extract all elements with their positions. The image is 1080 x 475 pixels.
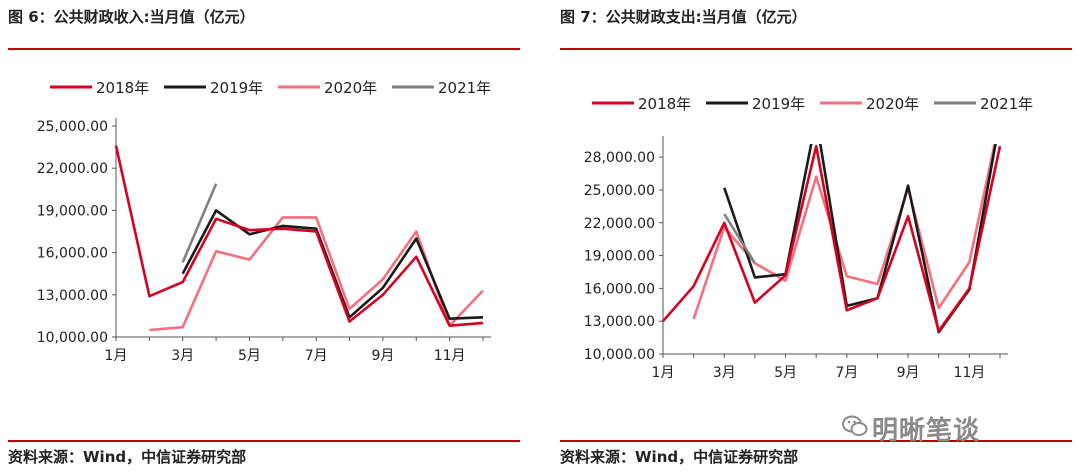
y-tick-label: 22,000.00 <box>37 161 108 177</box>
legend-label: 2021年 <box>438 79 491 97</box>
x-tick-label: 5月 <box>238 348 261 364</box>
x-tick-label: 9月 <box>897 365 920 381</box>
right-source-rule <box>560 440 1072 442</box>
legend-entry: 2019年 <box>706 95 805 113</box>
wechat-icon <box>842 415 868 436</box>
x-tick-label: 11月 <box>953 365 985 381</box>
series-line-2018年 <box>662 144 1002 333</box>
y-tick-label: 13,000.00 <box>37 288 108 304</box>
y-tick-label: 22,000.00 <box>584 216 655 232</box>
y-tick-label: 28,000.00 <box>584 150 655 166</box>
y-tick-label: 25,000.00 <box>584 183 655 199</box>
left-chart-title: 图 6：公共财政收入:当月值（亿元） <box>8 8 255 26</box>
x-tick-label: 7月 <box>305 348 328 364</box>
watermark-text: 明晰笔谈 <box>872 416 981 446</box>
legend-label: 2018年 <box>638 95 691 113</box>
legend-label: 2019年 <box>752 95 805 113</box>
x-tick-label: 1月 <box>652 365 675 381</box>
series-line-2018年 <box>114 145 484 327</box>
y-tick-label: 10,000.00 <box>584 347 655 363</box>
legend-entry: 2018年 <box>50 79 149 97</box>
left-line-chart: 2018年 2019年 2020年 2021年 10,000.00 13,000.00 16… <box>37 79 491 364</box>
series-line-2021年 <box>181 183 218 263</box>
left-title-rule <box>8 48 520 50</box>
y-tick-label: 16,000.00 <box>584 281 655 297</box>
x-tick-label: 9月 <box>371 348 394 364</box>
legend-label: 2018年 <box>96 79 149 97</box>
x-tick-label: 3月 <box>713 365 736 381</box>
x-tick-label: 3月 <box>171 348 194 364</box>
x-tick-label: 5月 <box>774 365 797 381</box>
right-source-note: 资料来源：Wind，中信证券研究部 <box>560 448 799 466</box>
legend-label: 2021年 <box>980 95 1033 113</box>
legend-label: 2019年 <box>210 79 263 97</box>
y-tick-label: 16,000.00 <box>37 246 108 262</box>
y-tick-label: 19,000.00 <box>584 249 655 265</box>
right-line-chart: 2018年 2019年 2020年 2021年 10,000.00 13,000.00 16… <box>584 95 1033 381</box>
series-line-2021年 <box>723 213 757 264</box>
y-tick-label: 13,000.00 <box>584 314 655 330</box>
legend-entry: 2020年 <box>278 79 377 97</box>
y-tick-label: 19,000.00 <box>37 203 108 219</box>
x-tick-label: 11月 <box>434 348 466 364</box>
legend-entry: 2020年 <box>820 95 919 113</box>
series-line-2020年 <box>692 144 996 320</box>
x-tick-label: 1月 <box>105 348 128 364</box>
y-tick-label: 10,000.00 <box>37 330 108 346</box>
legend-entry: 2021年 <box>392 79 491 97</box>
left-source-rule <box>8 440 520 442</box>
legend-entry: 2021年 <box>934 95 1033 113</box>
left-source-note: 资料来源：Wind，中信证券研究部 <box>8 448 247 466</box>
series-line-2019年 <box>723 144 997 334</box>
legend-entry: 2018年 <box>592 95 691 113</box>
y-tick-label: 25,000.00 <box>37 119 108 135</box>
legend-label: 2020年 <box>324 79 377 97</box>
legend-label: 2020年 <box>866 95 919 113</box>
right-title-rule <box>560 48 1072 50</box>
right-chart-title: 图 7：公共财政支出:当月值（亿元） <box>560 8 807 26</box>
legend-entry: 2019年 <box>164 79 263 97</box>
x-tick-label: 7月 <box>835 365 858 381</box>
